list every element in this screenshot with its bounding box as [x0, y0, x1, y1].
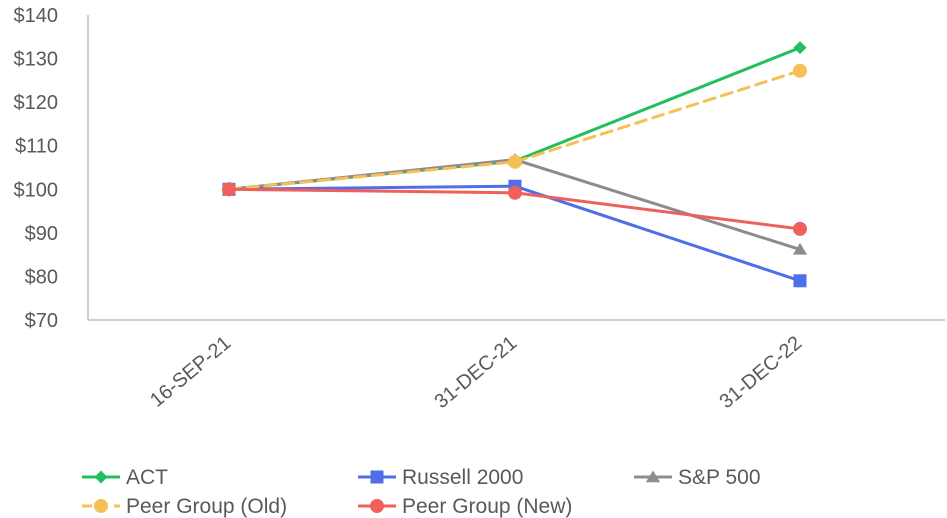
- y-axis-ticks: $70 $80 $90 $100 $110 $120 $130 $140: [14, 5, 59, 332]
- legend-item-russell-2000: Russell 2000: [358, 466, 523, 489]
- y-tick-label: $90: [25, 223, 58, 245]
- data-point: [793, 41, 807, 55]
- legend: ACT Russell 2000 S&P 500 Peer Group (Old) Pe…: [82, 466, 761, 518]
- x-tick-label: 16-SEP-21: [146, 332, 235, 412]
- y-tick-label: $110: [15, 136, 58, 158]
- legend-marker: [94, 470, 108, 484]
- y-tick-label: $130: [14, 49, 59, 71]
- series-peer-group-new: [222, 182, 807, 236]
- data-point: [508, 154, 522, 169]
- legend-label: Peer Group (New): [402, 495, 572, 518]
- series-lines: [221, 41, 808, 288]
- legend-label: S&P 500: [678, 466, 761, 489]
- y-tick-label: $140: [14, 5, 59, 27]
- data-point: [508, 185, 522, 200]
- data-point: [792, 242, 808, 255]
- legend-item-peer-group-old: Peer Group (Old): [82, 495, 287, 518]
- data-point: [793, 274, 807, 288]
- legend-label: Peer Group (Old): [126, 495, 287, 518]
- y-tick-label: $100: [14, 179, 59, 201]
- legend-marker: [370, 470, 384, 484]
- y-tick-label: $70: [25, 310, 58, 332]
- legend-marker: [370, 499, 384, 513]
- x-tick-label: 31-DEC-21: [430, 332, 521, 413]
- legend-label: Russell 2000: [402, 466, 523, 489]
- data-point: [222, 182, 236, 197]
- x-axis-ticks: 16-SEP-21 31-DEC-21 31-DEC-22: [146, 332, 806, 413]
- data-point: [793, 63, 807, 78]
- series-line-russell-2000: [227, 184, 802, 283]
- legend-item-act: ACT: [82, 466, 168, 489]
- y-tick-label: $120: [14, 92, 59, 114]
- series-peer-group-old: [222, 63, 807, 197]
- legend-label: ACT: [126, 466, 168, 489]
- legend-item-s-p-500: S&P 500: [634, 466, 761, 489]
- axes: [87, 15, 945, 321]
- legend-item-peer-group-new: Peer Group (New): [358, 495, 572, 518]
- series-line-peer-group-old: [227, 69, 802, 191]
- x-tick-label: 31-DEC-22: [715, 332, 806, 413]
- series-line-s-p-500: [227, 158, 802, 251]
- y-tick-label: $80: [25, 266, 58, 288]
- data-point: [793, 221, 807, 236]
- legend-marker: [94, 499, 108, 513]
- series-act: [222, 41, 807, 196]
- legend-marker: [645, 470, 661, 483]
